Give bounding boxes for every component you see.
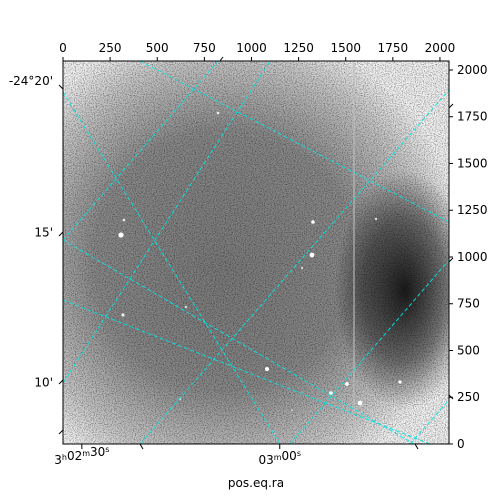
top-tick-label-0: 0 bbox=[59, 41, 67, 55]
top-tick-label-1: 250 bbox=[99, 41, 122, 55]
top-tick-label-4: 1000 bbox=[236, 41, 267, 55]
grid-line-ra-1 bbox=[63, 91, 281, 444]
right-tick-label-8: 2000 bbox=[457, 63, 488, 77]
wcs-minor-tick-2 bbox=[58, 84, 64, 90]
grid-line-dec-2 bbox=[139, 89, 449, 444]
grid-line-dec-3 bbox=[63, 61, 271, 384]
grid-line-dec-5 bbox=[409, 399, 449, 444]
wcs-minor-tick-6 bbox=[448, 103, 454, 109]
star-sources bbox=[118, 111, 428, 411]
grid-line-ra-4 bbox=[63, 299, 431, 444]
top-tick-label-8: 2000 bbox=[425, 41, 456, 55]
wcs-minor-tick-7 bbox=[448, 394, 454, 400]
dec-tick-label-1: 15' bbox=[34, 226, 53, 240]
top-tick-label-7: 1750 bbox=[378, 41, 409, 55]
top-tick-label-6: 1500 bbox=[330, 41, 361, 55]
wcs-minor-tick-9 bbox=[448, 257, 454, 263]
top-tick-label-5: 1250 bbox=[283, 41, 314, 55]
grid-line-dec-4 bbox=[289, 259, 449, 444]
ra-tick-label-0: 3h02m30s bbox=[54, 445, 109, 467]
wcs-minor-tick-5 bbox=[58, 429, 64, 435]
right-tick-label-2: 500 bbox=[457, 343, 480, 357]
right-tick-label-0: 0 bbox=[457, 437, 465, 451]
coordinate-grid bbox=[63, 61, 449, 444]
right-pixel-axis: 0 250 500 750 1000 1250 1500 1750 2000 bbox=[449, 63, 488, 451]
wcs-minor-tick-8 bbox=[219, 56, 224, 62]
plot-frame bbox=[62, 60, 450, 445]
ra-axis: 3h02m30s 03m00s bbox=[54, 56, 454, 467]
wcs-minor-tick-1 bbox=[414, 443, 419, 450]
wcs-minor-tick-3 bbox=[58, 231, 64, 237]
right-tick-label-3: 750 bbox=[457, 297, 480, 311]
wcs-minor-tick-0 bbox=[139, 443, 144, 450]
grid-line-dec-1 bbox=[63, 61, 219, 241]
right-tick-label-1: 250 bbox=[457, 390, 480, 404]
ra-tick-label-1: 03m00s bbox=[258, 449, 301, 467]
dec-tick-label-2: 10' bbox=[34, 375, 53, 389]
grid-line-ra-3 bbox=[63, 239, 415, 444]
dec-axis: -24°20' 15' 10' bbox=[9, 74, 53, 389]
wcs-minor-tick-4 bbox=[58, 379, 64, 385]
right-tick-label-7: 1750 bbox=[457, 110, 488, 124]
dec-tick-label-0: -24°20' bbox=[9, 74, 53, 88]
top-pixel-axis: 0 250 500 750 1000 1250 1500 1750 2000 bbox=[59, 41, 455, 61]
right-tick-label-6: 1500 bbox=[457, 156, 488, 170]
sky-image bbox=[63, 61, 449, 444]
top-tick-label-3: 750 bbox=[193, 41, 216, 55]
right-tick-label-4: 1000 bbox=[457, 250, 488, 264]
right-tick-label-5: 1250 bbox=[457, 203, 488, 217]
x-axis-label: pos.eq.ra bbox=[228, 476, 284, 490]
top-tick-label-2: 500 bbox=[146, 41, 169, 55]
